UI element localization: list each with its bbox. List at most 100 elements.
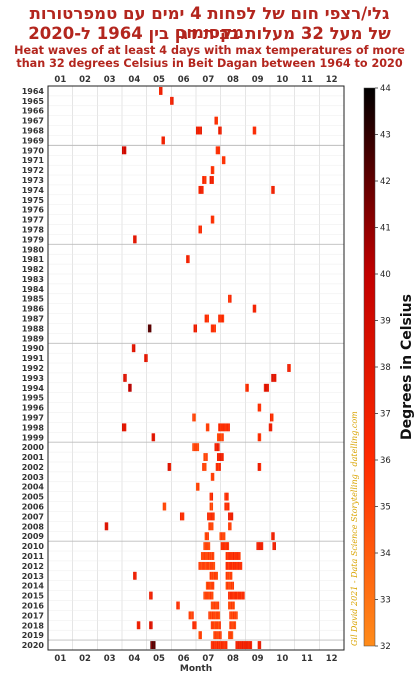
heat-wave-day-cell xyxy=(210,561,212,570)
heat-wave-day-cell xyxy=(228,423,230,432)
heat-wave-day-cell xyxy=(214,601,216,610)
heat-wave-day-cell xyxy=(255,126,257,135)
heat-wave-day-cell xyxy=(273,542,275,551)
heat-wave-day-cell xyxy=(267,383,269,392)
heat-wave-day-cell xyxy=(272,185,274,194)
heat-wave-day-cell xyxy=(221,641,223,649)
y-tick-label: 1981 xyxy=(22,255,45,264)
heat-wave-day-cell xyxy=(223,641,225,649)
heat-wave-day-cell xyxy=(270,413,272,422)
heat-wave-day-cell xyxy=(149,621,151,630)
heat-wave-day-cell xyxy=(204,542,206,551)
heat-wave-day-cell xyxy=(236,611,238,620)
heat-wave-day-cell xyxy=(216,453,218,461)
heat-wave-day-cell xyxy=(170,463,172,471)
heat-wave-day-cell xyxy=(224,542,226,551)
english-title-line-1: Heat waves of at least 4 days with max t… xyxy=(14,44,405,57)
heat-wave-day-cell xyxy=(233,552,235,560)
heat-wave-day-cell xyxy=(208,522,210,531)
heat-wave-day-cell xyxy=(272,373,274,382)
heat-wave-day-cell xyxy=(204,552,206,560)
x-tick-label: 04 xyxy=(128,75,140,85)
heat-wave-day-cell xyxy=(219,631,221,640)
heat-wave-day-cell xyxy=(233,552,235,560)
heat-wave-day-cell xyxy=(228,571,230,580)
heat-wave-day-cell xyxy=(256,542,258,551)
heat-wave-day-cell xyxy=(272,542,274,551)
heat-wave-day-cell xyxy=(274,542,276,551)
heat-wave-day-cell xyxy=(205,314,207,323)
heat-wave-day-cell xyxy=(192,443,194,452)
y-tick-label: 1998 xyxy=(22,423,45,432)
heat-wave-day-cell xyxy=(221,314,223,323)
heat-wave-day-cell xyxy=(229,631,231,640)
heat-wave-day-cell xyxy=(163,502,165,511)
y-tick-label: 2010 xyxy=(22,542,45,551)
heat-wave-day-cell xyxy=(132,344,134,353)
y-tick-label: 2009 xyxy=(22,532,45,541)
heat-wave-day-cell xyxy=(150,324,152,333)
heat-wave-day-cell xyxy=(217,146,219,155)
heat-wave-day-cell xyxy=(131,344,133,353)
heat-wave-day-cell xyxy=(219,126,221,135)
heat-wave-day-cell xyxy=(106,522,108,531)
heat-wave-day-cell xyxy=(232,561,234,570)
heat-wave-day-cell xyxy=(228,631,230,640)
heat-wave-day-cell xyxy=(226,581,228,590)
colorbar-tick-label: 44 xyxy=(380,84,391,94)
heat-wave-day-cell xyxy=(202,552,204,560)
heat-wave-day-cell xyxy=(260,433,262,442)
heat-wave-day-cell xyxy=(218,611,220,620)
y-tick-label: 1973 xyxy=(22,176,44,185)
heat-wave-day-cell xyxy=(210,571,212,580)
heat-wave-day-cell xyxy=(219,621,221,630)
heat-wave-day-cell xyxy=(275,373,277,382)
heat-wave-day-cell xyxy=(191,611,193,620)
heat-wave-day-cell xyxy=(203,176,205,184)
heat-wave-day-cell xyxy=(205,542,207,551)
heat-wave-day-cell xyxy=(232,611,234,620)
colorbar-tick-label: 34 xyxy=(380,549,391,559)
heat-wave-day-cell xyxy=(228,522,230,531)
heat-wave-day-cell xyxy=(172,96,174,105)
heat-wave-day-cell xyxy=(212,571,214,580)
heat-wave-day-cell xyxy=(201,552,203,560)
heat-wave-day-cell xyxy=(205,176,207,184)
heat-wave-day-cell xyxy=(222,433,224,442)
heat-wave-day-cell xyxy=(208,512,210,521)
hebrew-title-line-2: של מעל 32 מעלות בבית דגן בין 1964 ל-2020 xyxy=(28,24,391,43)
heat-wave-day-cell xyxy=(228,552,230,560)
heat-wave-day-cell xyxy=(226,502,228,511)
y-tick-label: 1992 xyxy=(22,364,44,373)
heat-wave-day-cell xyxy=(209,571,211,580)
y-tick-label: 2003 xyxy=(22,473,44,482)
heat-wave-day-cell xyxy=(214,631,216,640)
heat-wave-day-cell xyxy=(229,581,231,590)
heat-wave-day-cell xyxy=(199,126,201,135)
heat-wave-day-cell xyxy=(220,423,222,432)
heat-wave-day-cell xyxy=(229,512,231,521)
heat-wave-day-cell xyxy=(200,185,202,194)
heat-wave-day-cell xyxy=(196,482,198,491)
heat-wave-day-cell xyxy=(224,641,226,649)
heat-wave-day-cell xyxy=(260,641,262,649)
heat-wave-day-cell xyxy=(218,601,220,610)
heat-wave-day-cell xyxy=(105,522,107,531)
y-tick-label: 1995 xyxy=(22,394,45,403)
heat-wave-day-cell xyxy=(224,532,226,541)
heat-wave-day-cell xyxy=(214,641,216,649)
heat-wave-day-cell xyxy=(228,294,230,303)
heat-wave-day-cell xyxy=(205,581,207,590)
x-tick-label: 06 xyxy=(178,654,190,664)
heat-wave-day-cell xyxy=(215,641,217,649)
heat-wave-day-cell xyxy=(260,403,262,412)
y-tick-label: 2011 xyxy=(22,552,45,561)
heat-wave-day-cell xyxy=(159,87,161,95)
heat-wave-day-cell xyxy=(210,601,212,610)
heat-wave-day-cell xyxy=(272,413,274,422)
plot-frame xyxy=(47,85,345,651)
heat-wave-day-cell xyxy=(242,591,244,600)
heat-wave-day-cell xyxy=(212,502,214,511)
heat-wave-day-cell xyxy=(217,631,219,640)
heat-wave-day-cell xyxy=(264,383,266,392)
